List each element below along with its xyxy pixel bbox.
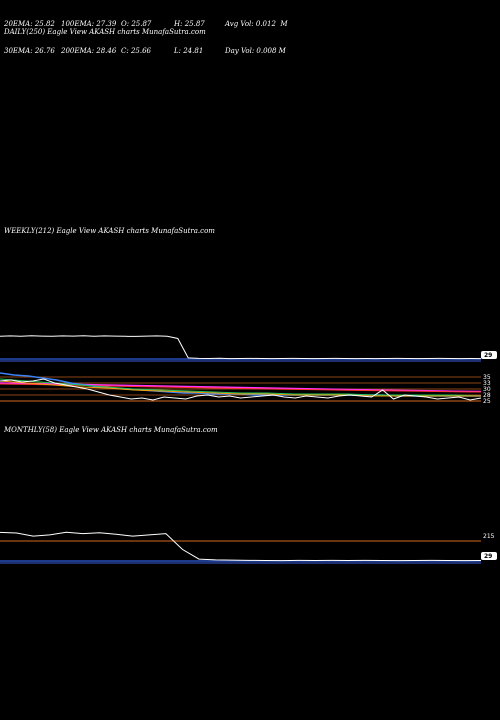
monthly-price-tag-text: 29 (484, 553, 492, 560)
monthly-base-band (0, 560, 481, 562)
day-vol-value: Day Vol: 0.008 M (225, 47, 286, 55)
stats-row-2: 30EMA: 26.76 200EMA: 28.46 C: 25.66 L: 2… (4, 47, 305, 56)
weekly-price-line (0, 335, 482, 360)
tick-215: 215 (483, 533, 495, 540)
tick-25: 25 (483, 398, 491, 405)
weekly-price-tag (481, 351, 497, 359)
tick-35: 35 (483, 374, 491, 381)
ema100-value: 100EMA: 27.39 (61, 20, 117, 28)
weekly-price-tag-text: 29 (484, 352, 492, 359)
weekly-close-line (0, 378, 482, 401)
weekly-ma-panel: 35 33 30 28 25 (0, 372, 491, 405)
weekly-ma-red (0, 383, 482, 393)
ema20-value: 20EMA: 25.82 (4, 20, 55, 28)
monthly-price-line (0, 531, 482, 562)
weekly-price-panel: 29 (0, 335, 497, 362)
avg-vol-value: Avg Vol: 0.012 M (225, 20, 288, 28)
daily-panel-label: DAILY(250) Eagle View AKASH charts Munaf… (4, 28, 206, 36)
ema30-value: 30EMA: 26.76 (4, 47, 55, 55)
ema200-value: 200EMA: 28.46 (61, 47, 117, 55)
tick-33: 33 (483, 380, 491, 387)
weekly-panel-label: WEEKLY(212) Eagle View AKASH charts Muna… (4, 227, 215, 235)
tick-28: 28 (483, 392, 491, 399)
stats-header: 20EMA: 25.82 100EMA: 27.39 O: 25.87 H: 2… (4, 2, 305, 65)
low-value: L: 24.81 (174, 47, 204, 55)
weekly-ma-green (0, 378, 482, 397)
monthly-price-tag (481, 552, 497, 560)
close-value: C: 25.66 (121, 47, 151, 55)
open-value: O: 25.87 (121, 20, 152, 28)
monthly-panel-label: MONTHLY(58) Eagle View AKASH charts Muna… (4, 426, 218, 434)
stats-row-1: 20EMA: 25.82 100EMA: 27.39 O: 25.87 H: 2… (4, 20, 305, 29)
monthly-price-panel: 215 29 (0, 531, 497, 564)
tick-30: 30 (483, 386, 491, 393)
high-value: H: 25.87 (174, 20, 205, 28)
